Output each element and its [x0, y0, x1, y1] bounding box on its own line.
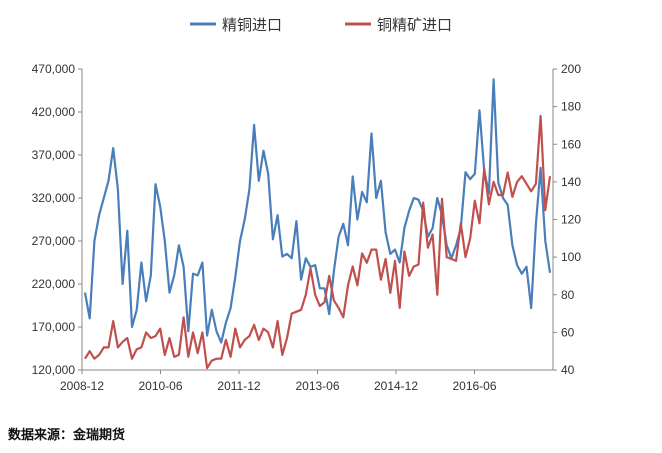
source-note: 数据来源：金瑞期货	[8, 428, 126, 443]
x-tick-label: 2014-12	[374, 379, 418, 393]
x-tick-label: 2010-06	[138, 379, 182, 393]
x-tick-label: 2013-06	[295, 379, 339, 393]
y-left-tick-label: 320,000	[32, 191, 76, 205]
y-right-tick-label: 40	[561, 363, 575, 377]
y-right-tick-label: 180	[561, 100, 581, 114]
y-left-tick-label: 470,000	[32, 62, 76, 76]
y-left-tick-label: 370,000	[32, 148, 76, 162]
plot-area	[83, 78, 552, 370]
y-right-tick-label: 200	[561, 62, 581, 76]
y-right-tick-label: 120	[561, 213, 581, 227]
y-left-tick-label: 270,000	[32, 234, 76, 248]
y-right-tick-label: 160	[561, 137, 581, 151]
series-line-2	[84, 114, 552, 370]
y-left-tick-label: 220,000	[32, 277, 76, 291]
x-tick-label: 2016-06	[452, 379, 496, 393]
x-tick-label: 2008-12	[60, 379, 104, 393]
y-right-tick-label: 100	[561, 250, 581, 264]
y-right-tick-label: 140	[561, 175, 581, 189]
series-line-1	[83, 78, 552, 344]
y-right-tick-label: 80	[561, 288, 575, 302]
y-right-tick-label: 60	[561, 325, 575, 339]
legend-label-1: 精铜进口	[222, 16, 282, 34]
y-left-tick-label: 420,000	[32, 105, 76, 119]
axes: 120,000 170,000 220,000 270,000 320,000 370,0…	[32, 62, 582, 393]
legend: 精铜进口 铜精矿进口	[190, 16, 452, 34]
x-tick-label: 2011-12	[217, 379, 260, 393]
legend-label-2: 铜精矿进口	[377, 16, 452, 34]
y-left-tick-label: 170,000	[32, 320, 76, 334]
y-left-tick-label: 120,000	[32, 363, 76, 377]
